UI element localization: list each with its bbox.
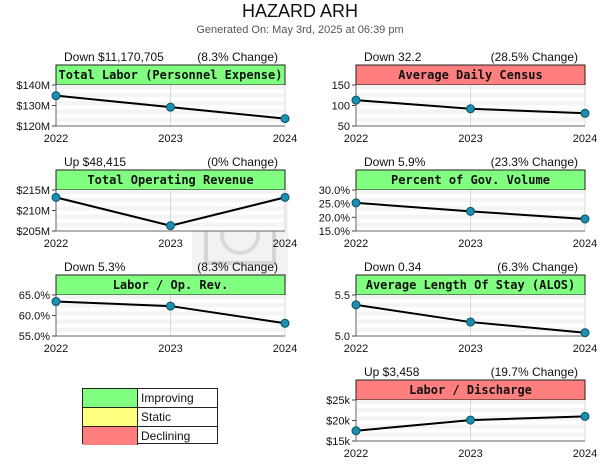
total-operating-revenue-data-point [280, 192, 290, 202]
percent-gov-volume-ytick-label: 30.0% [319, 185, 350, 197]
total-labor-ytick-label: $120M [16, 121, 50, 133]
legend-swatch-declining [83, 427, 138, 445]
total-operating-revenue-xtick-label: 2024 [273, 238, 297, 250]
average-daily-census-xtick-label: 2022 [344, 133, 368, 145]
legend-swatch-static [83, 408, 138, 426]
percent-gov-volume-data-point [580, 214, 590, 224]
total-operating-revenue-change-text: Up $48,415 [64, 155, 126, 169]
legend-item-improving: Improving [83, 389, 217, 407]
labor-discharge-data-point [351, 426, 361, 436]
labor-op-rev-xtick-label: 2023 [158, 343, 182, 355]
alos-data-point [580, 328, 590, 338]
percent-gov-volume-change-text: Down 5.9% [364, 155, 426, 169]
average-daily-census-change-text: Down 32.2 [364, 50, 422, 64]
average-daily-census-data-point [466, 104, 475, 114]
total-operating-revenue-xtick-label: 2023 [158, 238, 182, 250]
alos-xtick-label: 2022 [344, 343, 368, 355]
labor-discharge-title: Labor / Discharge [409, 383, 532, 397]
labor-discharge-change-text: Up $3,458 [364, 365, 420, 379]
total-labor-data-point [166, 102, 175, 112]
total-operating-revenue-ytick-label: $205M [16, 226, 50, 238]
labor-op-rev-ytick-label: 55.0% [19, 331, 50, 343]
total-operating-revenue-pct-text: (0% Change) [207, 155, 278, 169]
alos-data-point [351, 300, 361, 310]
total-operating-revenue-title: Total Operating Revenue [87, 173, 253, 187]
total-labor-data-point [280, 114, 290, 124]
labor-discharge-data-point [580, 411, 590, 421]
percent-gov-volume-xtick-label: 2024 [573, 238, 597, 250]
alos-data-point [466, 317, 475, 327]
total-operating-revenue-ytick-label: $215M [16, 185, 50, 197]
legend-label-improving: Improving [141, 391, 194, 405]
total-labor-xtick-label: 2022 [44, 133, 68, 145]
labor-discharge-xtick-label: 2022 [344, 448, 368, 460]
percent-gov-volume-xtick-label: 2022 [344, 238, 368, 250]
alos-pct-text: (6.3% Change) [497, 260, 578, 274]
labor-discharge-data-point [466, 415, 475, 425]
labor-op-rev-data-point [51, 297, 61, 307]
alos-title: Average Length Of Stay (ALOS) [366, 278, 576, 292]
alos-xtick-label: 2024 [573, 343, 597, 355]
percent-gov-volume-ytick-label: 20.0% [319, 212, 350, 224]
average-daily-census-data-point [351, 95, 361, 105]
average-daily-census-ytick-label: 50 [338, 121, 350, 133]
total-labor-ytick-label: $130M [16, 101, 50, 113]
total-labor-data-point [51, 91, 61, 101]
labor-op-rev-xtick-label: 2022 [44, 343, 68, 355]
total-labor-change-text: Down $11,170,705 [64, 50, 164, 64]
page-subtitle: Generated On: May 3rd, 2025 at 06:39 pm [196, 24, 404, 36]
labor-op-rev-pct-text: (8.3% Change) [197, 260, 278, 274]
alos-change-text: Down 0.34 [364, 260, 422, 274]
percent-gov-volume-pct-text: (23.3% Change) [491, 155, 578, 169]
percent-gov-volume-ytick-label: 15.0% [319, 226, 350, 238]
average-daily-census-pct-text: (28.5% Change) [491, 50, 578, 64]
labor-op-rev-xtick-label: 2024 [273, 343, 297, 355]
legend-label-static: Static [141, 410, 172, 424]
alos-ytick-label: 5.5 [335, 290, 350, 302]
legend-swatch-improving [83, 389, 138, 407]
average-daily-census-title: Average Daily Census [398, 68, 543, 82]
labor-discharge-ytick-label: $15k [326, 436, 350, 448]
labor-op-rev-title: Labor / Op. Rev. [113, 278, 229, 292]
alos-ytick-label: 5.0 [335, 331, 350, 343]
labor-discharge-ytick-label: $20k [326, 416, 350, 428]
percent-gov-volume-xtick-label: 2023 [458, 238, 482, 250]
legend: Improving Static Declining [82, 388, 218, 445]
percent-gov-volume-ytick-label: 25.0% [319, 199, 350, 211]
total-operating-revenue-data-point [51, 192, 61, 202]
average-daily-census-data-point [580, 108, 590, 118]
page-title: HAZARD ARH [241, 1, 358, 21]
total-labor-title: Total Labor (Personnel Expense) [59, 68, 283, 82]
total-labor-ytick-label: $140M [16, 80, 50, 92]
average-daily-census-xtick-label: 2024 [573, 133, 597, 145]
average-daily-census-ytick-label: 150 [332, 80, 350, 92]
legend-label-declining: Declining [141, 429, 191, 443]
total-labor-xtick-label: 2024 [273, 133, 297, 145]
alos-xtick-label: 2023 [458, 343, 482, 355]
total-labor-pct-text: (8.3% Change) [197, 50, 278, 64]
labor-discharge-xtick-label: 2024 [573, 448, 597, 460]
labor-discharge-xtick-label: 2023 [458, 448, 482, 460]
labor-discharge-ytick-label: $25k [326, 395, 350, 407]
total-operating-revenue-xtick-label: 2022 [44, 238, 68, 250]
labor-op-rev-data-point [280, 318, 290, 328]
labor-op-rev-ytick-label: 60.0% [19, 311, 50, 323]
labor-op-rev-data-point [166, 301, 175, 311]
average-daily-census-xtick-label: 2023 [458, 133, 482, 145]
labor-discharge-pct-text: (19.7% Change) [491, 365, 578, 379]
legend-item-static: Static [83, 407, 217, 426]
legend-item-declining: Declining [83, 426, 217, 445]
labor-op-rev-ytick-label: 65.0% [19, 290, 50, 302]
percent-gov-volume-data-point [466, 206, 475, 216]
total-operating-revenue-ytick-label: $210M [16, 206, 50, 218]
total-labor-xtick-label: 2023 [158, 133, 182, 145]
labor-op-rev-change-text: Down 5.3% [64, 260, 126, 274]
percent-gov-volume-title: Percent of Gov. Volume [391, 173, 550, 187]
percent-gov-volume-data-point [351, 198, 361, 208]
average-daily-census-ytick-label: 100 [332, 101, 350, 113]
total-operating-revenue-data-point [166, 221, 175, 231]
